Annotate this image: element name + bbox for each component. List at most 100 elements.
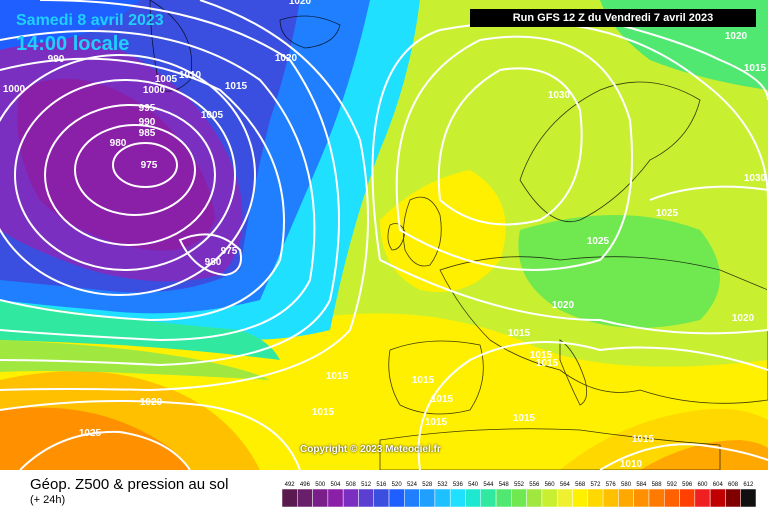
legend-tick-label: 608 xyxy=(728,482,739,488)
isobar-label: 1020 xyxy=(732,313,755,324)
field-green-east xyxy=(518,215,720,328)
isobar-label: 980 xyxy=(205,257,222,268)
legend-swatch xyxy=(694,488,711,508)
italy-outline xyxy=(559,339,588,406)
isobar-1020-ring xyxy=(371,20,768,335)
isobar-1015-west xyxy=(0,0,369,392)
isobar-label: 1020 xyxy=(275,53,298,64)
legend-tick-label: 612 xyxy=(743,482,754,488)
model-run-label: Run GFS 12 Z du Vendredi 7 avril 2023 xyxy=(470,9,756,27)
isobar-1000 xyxy=(0,57,285,322)
legend-swatch xyxy=(419,488,436,508)
legend-swatch xyxy=(434,488,451,508)
isobar-1005 xyxy=(0,30,316,342)
isobar-label: 1015 xyxy=(513,413,536,424)
isobar-label: 1015 xyxy=(508,328,531,339)
legend-swatch xyxy=(541,488,558,508)
isobar-1010 xyxy=(0,0,340,367)
isobar-label: 1005 xyxy=(155,74,178,85)
legend-swatch xyxy=(556,488,573,508)
legend-tick-label: 504 xyxy=(331,482,342,488)
isobar-975 xyxy=(112,142,178,188)
isobar-label: 1000 xyxy=(3,84,26,95)
isobar-label: 1025 xyxy=(656,208,679,219)
field-blue-northwest xyxy=(0,0,140,50)
legend-tick-label: 552 xyxy=(514,482,525,488)
legend-swatch xyxy=(388,488,405,508)
isobar-label: 990 xyxy=(48,54,65,65)
legend-swatch xyxy=(297,488,313,508)
field-orange-southeast-deep xyxy=(640,440,768,470)
isobar-label: 1010 xyxy=(620,459,643,470)
isobar-1025-east xyxy=(649,185,768,201)
isobar-label: 1015 xyxy=(312,407,335,418)
isobar-label: 985 xyxy=(139,128,156,139)
legend-tick-label: 532 xyxy=(438,482,449,488)
legend-swatch xyxy=(602,488,619,508)
legend-tick-label: 588 xyxy=(652,482,663,488)
field-purple-core xyxy=(17,78,215,251)
north-africa-outline xyxy=(379,428,721,470)
isobar-985 xyxy=(44,104,216,246)
legend-swatch xyxy=(679,488,696,508)
legend-tick-label: 580 xyxy=(621,482,632,488)
legend-swatch xyxy=(618,488,634,508)
legend-swatch xyxy=(709,488,726,508)
isobar-label: 1020 xyxy=(289,0,312,7)
legend-swatch xyxy=(373,488,390,508)
color-scale-legend: 492 496 500 504 508 512 516 520 524 528 532 536 540 5… xyxy=(282,482,756,508)
isobar-980 xyxy=(74,124,196,216)
isobar-1025-sw xyxy=(19,430,191,470)
field-cyan-southwest-band xyxy=(0,300,280,360)
isobar-label: 1020 xyxy=(552,300,575,311)
legend-tick-label: 520 xyxy=(392,482,403,488)
chart-subtitle: (+ 24h) xyxy=(30,494,66,506)
isobar-label: 1015 xyxy=(225,81,248,92)
legend-swatch xyxy=(404,488,420,508)
legend-swatch xyxy=(587,488,604,508)
legend-tick-label: 584 xyxy=(636,482,647,488)
legend-swatch xyxy=(526,488,543,508)
legend-tick-label: 564 xyxy=(560,482,571,488)
isobar-label: 980 xyxy=(110,138,127,149)
legend-tick-label: 560 xyxy=(545,482,556,488)
legend-swatch xyxy=(282,488,298,508)
legend-tick-label: 508 xyxy=(346,482,357,488)
isobar-label: 1025 xyxy=(79,428,102,439)
isobar-label: 1015 xyxy=(425,417,448,428)
isobar-label: 1015 xyxy=(431,394,454,405)
legend-swatch xyxy=(633,488,650,508)
europe-mainland-outline xyxy=(439,256,768,404)
legend-swatch xyxy=(511,488,527,508)
legend-swatch xyxy=(664,488,680,508)
legend-tick-label: 492 xyxy=(285,482,296,488)
legend-tick-label: 496 xyxy=(300,482,311,488)
legend-tick-label: 540 xyxy=(468,482,479,488)
isobar-label: 1030 xyxy=(744,173,767,184)
iceland-outline xyxy=(279,15,341,49)
isobar-small-low xyxy=(178,233,242,277)
legend-tick-label: 524 xyxy=(407,482,418,488)
isobar-1020-west xyxy=(0,400,301,470)
isobar-label: 1010 xyxy=(179,70,202,81)
isobar-label: 975 xyxy=(221,246,238,257)
legend-tick-label: 536 xyxy=(453,482,464,488)
legend-swatch xyxy=(358,488,374,508)
isobar-label: 1015 xyxy=(744,63,767,74)
isobar-1015-east xyxy=(417,341,768,470)
isobar-1010-east xyxy=(599,443,768,470)
legend-tick-label: 544 xyxy=(483,482,494,488)
isobar-995 xyxy=(0,54,256,296)
isobar-label: 1020 xyxy=(725,31,748,42)
isobar-label: 1015 xyxy=(632,434,655,445)
isobar-label: 1030 xyxy=(548,90,571,101)
isobar-1015-north xyxy=(599,19,768,101)
isobar-label: 1015 xyxy=(412,375,435,386)
legend-tick-label: 556 xyxy=(529,482,540,488)
greenland-outline xyxy=(149,0,193,92)
isobar-1030-high xyxy=(437,67,583,226)
isobar-990 xyxy=(14,79,236,271)
legend-swatch xyxy=(327,488,344,508)
